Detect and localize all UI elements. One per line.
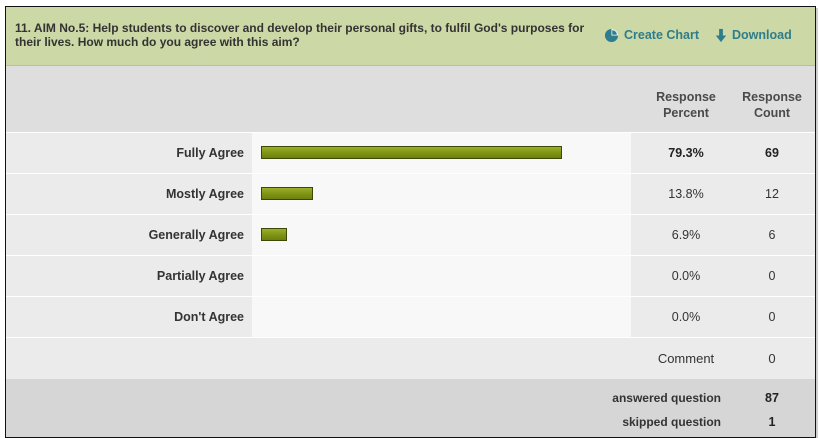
comment-label: Comment (657, 351, 715, 366)
response-bar (261, 146, 562, 159)
download-link[interactable]: Download (715, 26, 792, 44)
category-label: Partially Agree (156, 269, 244, 283)
comment-count: 0 (768, 351, 776, 366)
create-chart-link[interactable]: Create Chart (604, 26, 699, 44)
column-header-row: Response Percent Response Count (6, 66, 815, 132)
question-title: 11. AIM No.5: Help students to discover … (15, 21, 585, 49)
survey-question-panel: 11. AIM No.5: Help students to discover … (5, 6, 816, 438)
question-header: 11. AIM No.5: Help students to discover … (6, 7, 815, 66)
response-count-value: 0 (768, 310, 776, 324)
response-row: Mostly Agree 13.8% 12 (6, 173, 815, 215)
comment-row: Comment 0 (6, 337, 815, 379)
skipped-question-value: 1 (768, 415, 776, 429)
category-label: Fully Agree (176, 146, 244, 160)
create-chart-label: Create Chart (624, 28, 700, 42)
summary-section: answered question 87 skipped question 1 (6, 379, 815, 437)
answered-question-value: 87 (765, 391, 779, 405)
response-row: Generally Agree 6.9% 6 (6, 214, 815, 256)
bar-cell (252, 297, 631, 338)
response-bar (261, 187, 313, 200)
bar-cell (252, 256, 631, 297)
download-arrow-icon (715, 28, 727, 42)
response-percent-value: 6.9% (671, 228, 701, 242)
response-percent-value: 13.8% (668, 187, 704, 201)
response-percent-value: 79.3% (668, 146, 704, 160)
response-count-value: 69 (765, 146, 779, 160)
response-count-value: 12 (765, 187, 779, 201)
bar-cell (252, 133, 631, 174)
response-bar (261, 228, 287, 241)
response-percent-header: Response Percent (656, 90, 716, 120)
category-label: Generally Agree (148, 228, 244, 242)
response-percent-value: 0.0% (671, 269, 701, 283)
skipped-question-label: skipped question (622, 415, 721, 429)
response-count-value: 6 (768, 228, 776, 242)
response-row: Partially Agree 0.0% 0 (6, 255, 815, 297)
answered-question-label: answered question (612, 391, 721, 405)
response-count-value: 0 (768, 269, 776, 283)
pie-chart-icon (604, 28, 619, 42)
response-percent-value: 0.0% (671, 310, 701, 324)
category-label: Don't Agree (174, 310, 244, 324)
bar-cell (252, 174, 631, 215)
download-label: Download (732, 28, 792, 42)
category-label: Mostly Agree (165, 187, 244, 201)
bar-cell (252, 215, 631, 256)
response-row: Fully Agree 79.3% 69 (6, 132, 815, 174)
response-row: Don't Agree 0.0% 0 (6, 296, 815, 338)
response-count-header: Response Count (742, 90, 802, 120)
